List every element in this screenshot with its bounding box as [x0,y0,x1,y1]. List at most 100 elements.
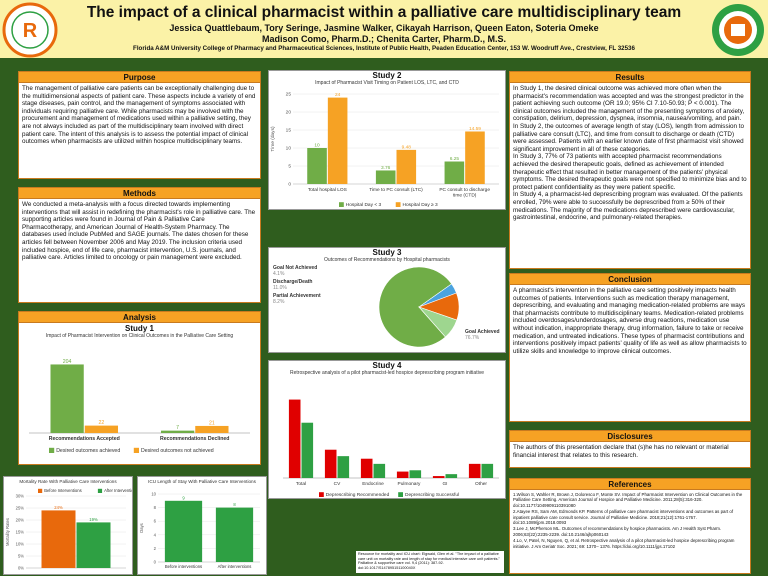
category-label: Pulmonary [398,481,422,487]
legend-swatch [38,488,43,493]
legend-label: Before Interventions [44,488,81,493]
bar [76,522,111,568]
disclosures-heading: Disclosures [510,431,750,442]
y-tick-label: 10 [151,492,156,497]
y-tick-label: 5 [288,164,291,170]
y-axis-label: Time (days) [270,126,276,152]
pie-slice-label: 76.7% [465,335,480,341]
data-label: 9.48 [402,144,412,150]
results-panel: Results In Study 1, the desired clinical… [509,71,751,269]
y-axis-label: Days [139,523,144,533]
y-tick-label: 0% [18,566,24,571]
bar [468,463,481,478]
results-study3: In Study 3, 77% of 73 patients with acce… [513,153,747,191]
data-label: 9 [182,495,185,500]
pie-slice-label: 11.0% [273,285,287,291]
legend-swatch [319,492,324,497]
data-label: 6.25 [450,156,460,162]
disclosures-panel: Disclosures The authors of this presenta… [509,430,751,468]
pie-slice-label: 4.1% [273,271,285,277]
legend-swatch [398,492,403,497]
study3-box: Study 3 Outcomes of Recommendations by H… [268,247,506,353]
bar [164,500,203,562]
conclusion-heading: Conclusion [510,274,750,285]
poster-title: The impact of a clinical pharmacist with… [86,4,682,21]
study2-subtitle: Impact of Pharmacist Visit Timing on Pat… [315,80,459,86]
bar [160,430,195,433]
bar [327,97,348,184]
bar [41,510,76,568]
poster-header: R The impact of a clinical pharmacist wi… [0,0,768,58]
study3-subtitle: Outcomes of Recommendations by Hospital … [324,257,450,263]
results-study1: In Study 1, the desired clinical outcome… [513,85,745,123]
study4-box: Study 4 Retrospective analysis of a pilo… [268,360,506,499]
category-label: Other [475,481,487,487]
legend-swatch [97,488,103,493]
results-study4: In Study 4, a pharmacist-led deprescribi… [513,191,743,222]
bar [307,148,327,184]
bar [444,161,465,184]
bar [215,507,254,562]
bar [409,470,422,478]
legend-label: Desired outcomes not achieved [141,448,214,454]
category-label: Recommendations Declined [160,436,229,442]
y-tick-label: 25 [286,92,292,98]
bar [481,463,494,478]
y-tick-label: 10 [286,146,292,152]
famu-seal-logo [712,4,764,56]
bar [375,170,396,184]
pie-slice [418,306,458,338]
bar [445,474,458,478]
purpose-text: The management of palliative care patien… [22,85,256,146]
study1-label: Study 1 [125,324,154,333]
bar [195,425,229,433]
legend-label: Hospital Day < 3 [346,202,382,208]
reference-4: 4.Lo, V, Patel, N, Nguyen, Q, et al. Ret… [513,538,735,549]
pie-slice-name: Goal Not Achieved [273,265,317,271]
data-label: 7 [176,425,179,431]
results-text: In Study 1, the desired clinical outcome… [510,83,750,224]
data-label: 24 [335,92,341,98]
category-label: Recommendations Accepted [49,436,120,442]
conclusion-panel: Conclusion A pharmacist's intervention i… [509,273,751,422]
category-label: Before interventions [165,564,202,569]
bar [373,463,386,478]
study3-title: Study 3 [372,248,402,257]
y-tick-label: 8 [154,505,157,510]
data-label: 19% [89,517,98,522]
references-list: 1.Wilson S, Wahler R, Brown J, Doloresco… [510,490,750,552]
y-axis-label: Mortality Rates [5,518,10,546]
y-tick-label: 25% [16,506,25,511]
pie-slice-name: Discharge/Death [273,279,312,285]
chart-source-note: Resource for mortality and ICU chart: El… [356,551,504,573]
icu-chart: 0 2 4 6 8 10 Days 9 Before interventions 8 After i… [139,492,260,569]
study2-box: Study 2 Impact of Pharmacist Visit Timin… [268,70,506,210]
legend-label: Desired outcomes achieved [56,448,120,454]
category-label: GI [442,481,447,487]
bar [337,456,350,478]
pie-slice [378,266,453,348]
bar [432,476,445,478]
study2-chart: 0 5 10 15 20 25 Time (days) 10 24 Total hospital … [270,92,499,208]
pie-slice-label: 8.2% [273,299,285,305]
references-panel: References 1.Wilson S, Wahler R, Brown J… [509,478,751,574]
y-tick-label: 5% [18,554,24,559]
bar [301,422,314,478]
y-tick-label: 2 [154,546,157,551]
bar [50,364,84,433]
y-tick-label: 0 [154,560,157,565]
study4-subtitle: Retrospective analysis of a pilot pharma… [290,370,484,376]
y-tick-label: 0 [288,182,291,188]
category-label: Total [296,481,306,487]
mortality-chart: 0% 5% 10% 15% 20% 25% 30% Mortality Rates 24% 19%… [5,488,132,571]
data-label: 21 [209,420,215,426]
legend-label: Deprescribing Recommended [326,492,390,498]
famu-college-logo: R [2,2,58,58]
svg-text:R: R [23,20,38,42]
data-label: 14.59 [469,126,481,132]
y-tick-label: 15% [16,530,25,535]
legend-swatch [49,447,55,453]
legend-swatch [339,202,344,207]
bar [84,425,119,433]
